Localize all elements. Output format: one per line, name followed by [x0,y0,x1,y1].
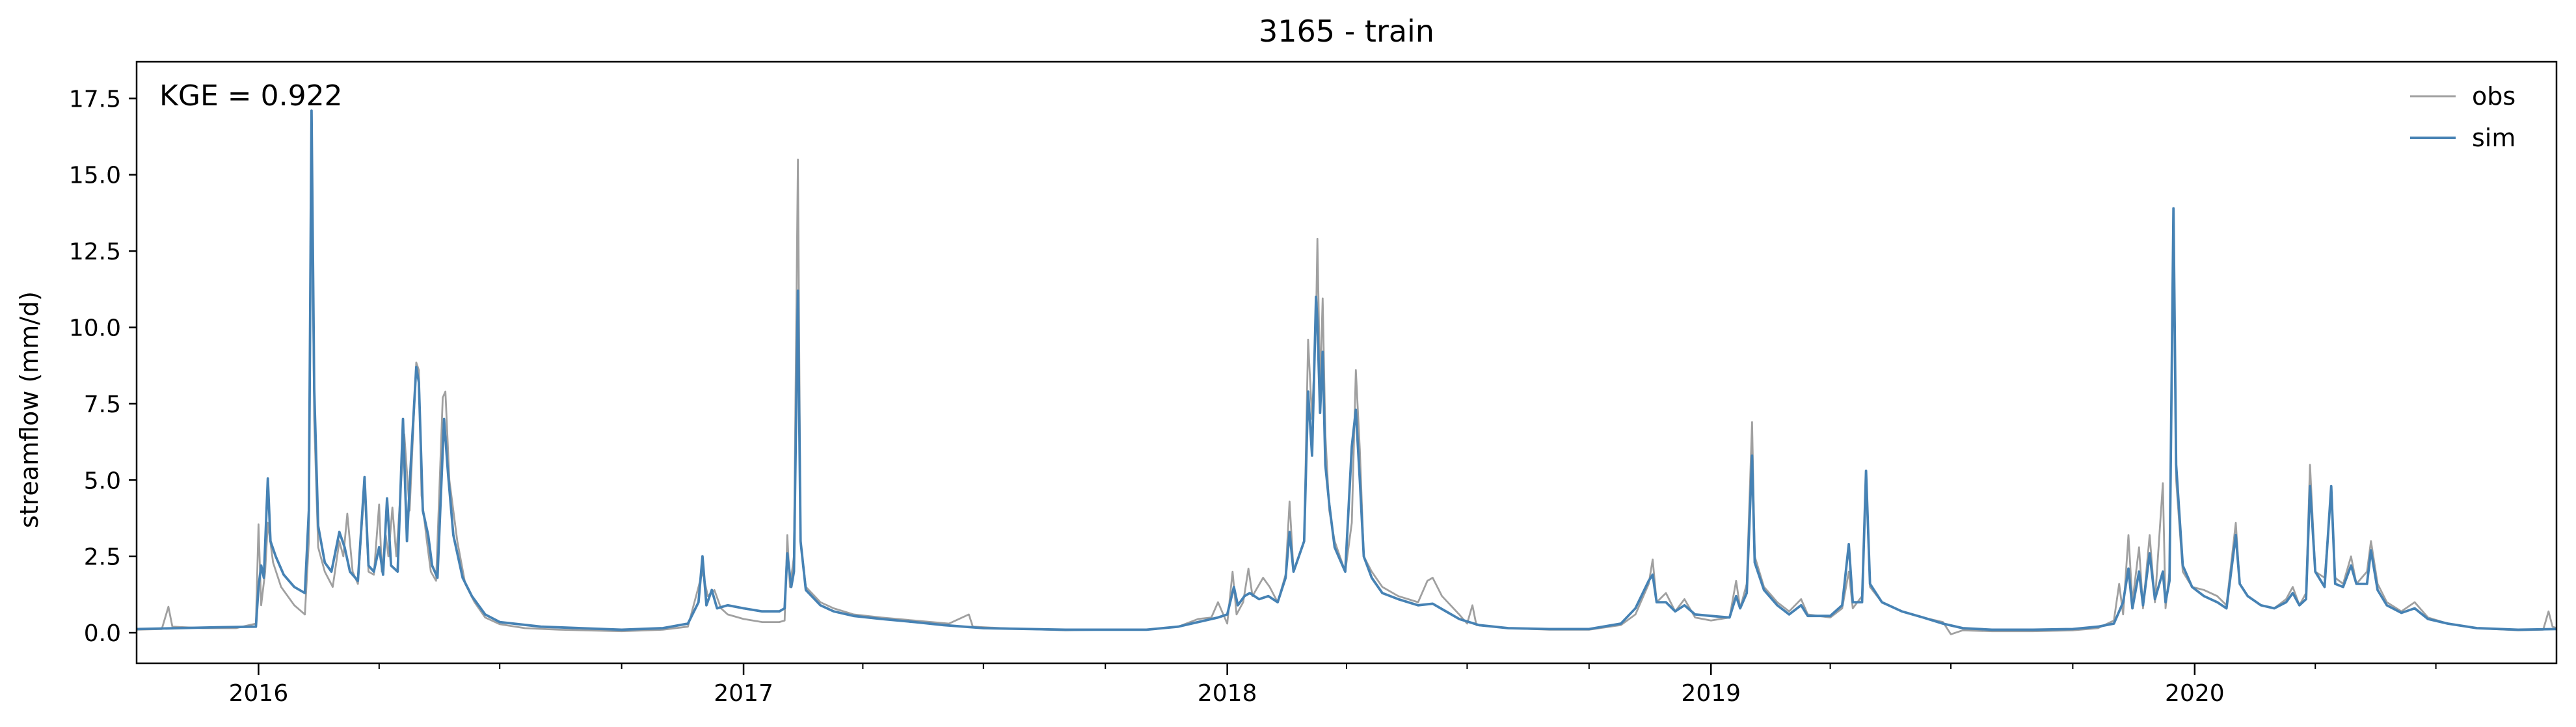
x-tick-label: 2018 [1198,680,1257,707]
x-tick-label: 2016 [229,680,289,707]
y-axis-label: streamflow (mm/d) [15,291,44,528]
chart-title: 3165 - train [1259,14,1434,49]
x-axis: 2016 2017 2018 2019 2020 [229,663,2437,707]
x-tick-label: 2019 [1681,680,1741,707]
legend-label-sim: sim [2472,124,2516,152]
legend: obs sim [2410,82,2516,152]
series-line-sim [137,109,2556,631]
y-tick-label: 15.0 [69,163,121,189]
y-tick-label: 2.5 [84,544,121,571]
y-tick-label: 10.0 [69,315,121,342]
y-tick-label: 0.0 [84,620,121,647]
y-tick-label: 5.0 [84,468,121,494]
y-tick-label: 17.5 [69,86,121,112]
legend-label-obs: obs [2472,82,2516,111]
y-axis: 0.0 2.5 5.0 7.5 10.0 12.5 15.0 17.5 [69,86,137,647]
series-layer [137,109,2556,635]
y-tick-label: 12.5 [69,239,121,265]
x-tick-label: 2020 [2165,680,2225,707]
y-tick-label: 7.5 [84,391,121,418]
x-tick-label: 2017 [714,680,773,707]
kge-annotation: KGE = 0.922 [159,79,343,112]
